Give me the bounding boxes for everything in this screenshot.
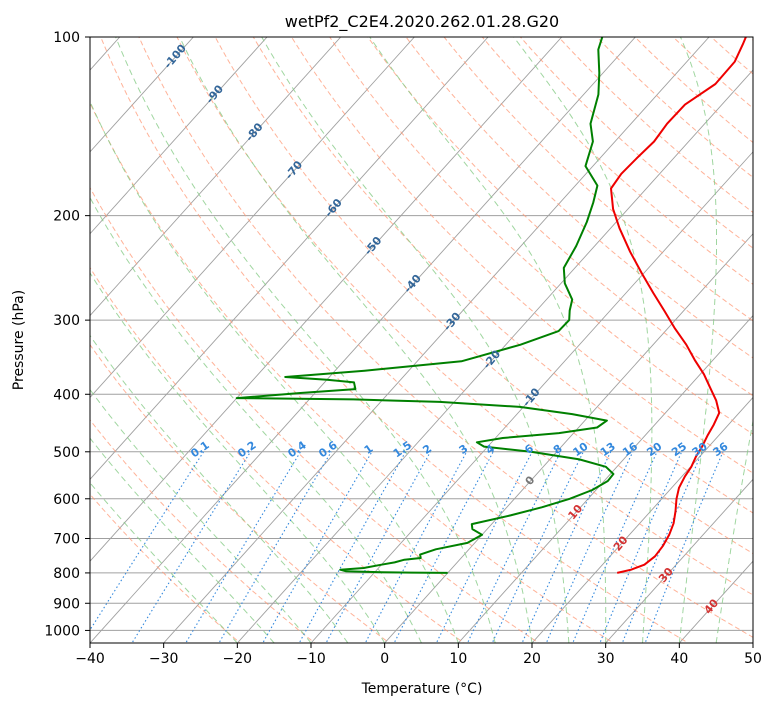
x-tick-label: 20 bbox=[523, 651, 541, 667]
dry-adiabat-line bbox=[138, 37, 753, 638]
x-tick-label: 10 bbox=[449, 651, 467, 667]
dry-adiabat-line bbox=[481, 37, 753, 285]
y-tick-label: 200 bbox=[53, 209, 80, 225]
mixing-ratio-line bbox=[218, 451, 332, 643]
moist-adiabat-line bbox=[90, 437, 275, 643]
moist-adiabat-line bbox=[90, 334, 349, 643]
dry-adiabat-line bbox=[100, 37, 690, 643]
plot-frame bbox=[89, 36, 754, 644]
y-tick-label: 800 bbox=[53, 566, 80, 582]
isotherm-line bbox=[384, 233, 753, 643]
isotherm-line bbox=[90, 37, 489, 480]
moist-adiabat-line bbox=[369, 37, 607, 643]
grid-lines bbox=[90, 37, 753, 631]
isotherm-line bbox=[90, 37, 563, 562]
isotherm-line bbox=[605, 478, 753, 643]
mixing-ratio-line bbox=[393, 451, 494, 643]
x-axis-label: Temperature (°C) bbox=[361, 681, 483, 697]
dry-adiabat-line bbox=[176, 37, 753, 596]
dry-adiabat-line bbox=[252, 37, 753, 514]
isotherm-line bbox=[310, 151, 753, 643]
moist-adiabat-line bbox=[261, 37, 570, 643]
dry-adiabat-line bbox=[90, 266, 465, 643]
mixing-ratio-line bbox=[644, 451, 724, 643]
chart-title: wetPf2_C2E4.2020.262.01.28.G20 bbox=[285, 12, 559, 32]
moist-adiabat-line bbox=[179, 37, 533, 643]
y-tick-label: 100 bbox=[53, 30, 80, 46]
x-tick-label: −40 bbox=[75, 651, 105, 667]
y-tick-label: 1000 bbox=[44, 623, 80, 639]
isotherm-line bbox=[90, 37, 268, 235]
dewpoint-line bbox=[235, 37, 615, 574]
moist-adiabat-line bbox=[90, 271, 386, 643]
moist-adiabat-line bbox=[90, 100, 459, 643]
isotherm-line bbox=[90, 37, 342, 317]
mixing-ratio-line bbox=[491, 451, 584, 643]
moist-adiabat-line bbox=[678, 37, 717, 643]
dry-adiabat-line bbox=[214, 37, 753, 555]
moist-adiabat-line bbox=[90, 196, 422, 643]
adiabats bbox=[90, 37, 753, 643]
y-tick-label: 700 bbox=[53, 532, 80, 548]
dry-adiabat-line bbox=[90, 186, 540, 643]
y-axis-label: Pressure (hPa) bbox=[11, 290, 27, 390]
y-tick-label: 600 bbox=[53, 492, 80, 508]
isotherm-line bbox=[90, 37, 636, 643]
isotherm-line bbox=[90, 37, 415, 399]
x-tick-label: 30 bbox=[597, 651, 615, 667]
isotherm-line bbox=[163, 37, 710, 643]
moist-adiabat-line bbox=[90, 482, 238, 643]
isotherms bbox=[90, 37, 753, 643]
x-axis: −40 −30 −20 −10 0 10 20 30 40 50 bbox=[75, 643, 762, 667]
mixing-ratio-line bbox=[621, 451, 703, 643]
moist-adiabat-line bbox=[90, 388, 312, 643]
isotherm-line bbox=[457, 314, 753, 643]
dry-adiabat-line bbox=[367, 37, 753, 397]
mixing-ratio-line bbox=[364, 451, 468, 643]
dry-adiabat-line bbox=[290, 37, 753, 474]
y-axis: 100 200 300 400 500 600 700 800 900 1000 bbox=[44, 30, 90, 639]
dry-adiabat-line bbox=[90, 419, 316, 643]
temperature-line bbox=[610, 37, 747, 574]
isotherm-line bbox=[90, 37, 194, 153]
mixing-ratio-line bbox=[131, 451, 251, 643]
isotherm-line bbox=[531, 396, 753, 643]
mixing-ratio-line bbox=[90, 451, 205, 631]
x-tick-label: 0 bbox=[380, 651, 389, 667]
x-tick-label: −10 bbox=[296, 651, 326, 667]
moist-adiabat-line bbox=[115, 37, 496, 643]
dry-adiabat-line bbox=[90, 101, 615, 643]
y-tick-label: 400 bbox=[53, 387, 80, 403]
y-tick-label: 500 bbox=[53, 445, 80, 461]
x-tick-label: 40 bbox=[670, 651, 688, 667]
moist-adiabat-line bbox=[715, 418, 753, 643]
x-tick-label: −20 bbox=[223, 651, 253, 667]
x-tick-label: −30 bbox=[149, 651, 179, 667]
moist-adiabat-line bbox=[513, 37, 653, 643]
x-tick-label: 50 bbox=[744, 651, 762, 667]
isotherm-line bbox=[236, 69, 753, 643]
mixing-ratio-line bbox=[521, 451, 612, 643]
mixing-ratio-line bbox=[435, 451, 533, 643]
profile-series bbox=[235, 37, 747, 574]
y-tick-label: 300 bbox=[53, 313, 80, 329]
y-tick-label: 900 bbox=[53, 596, 80, 612]
